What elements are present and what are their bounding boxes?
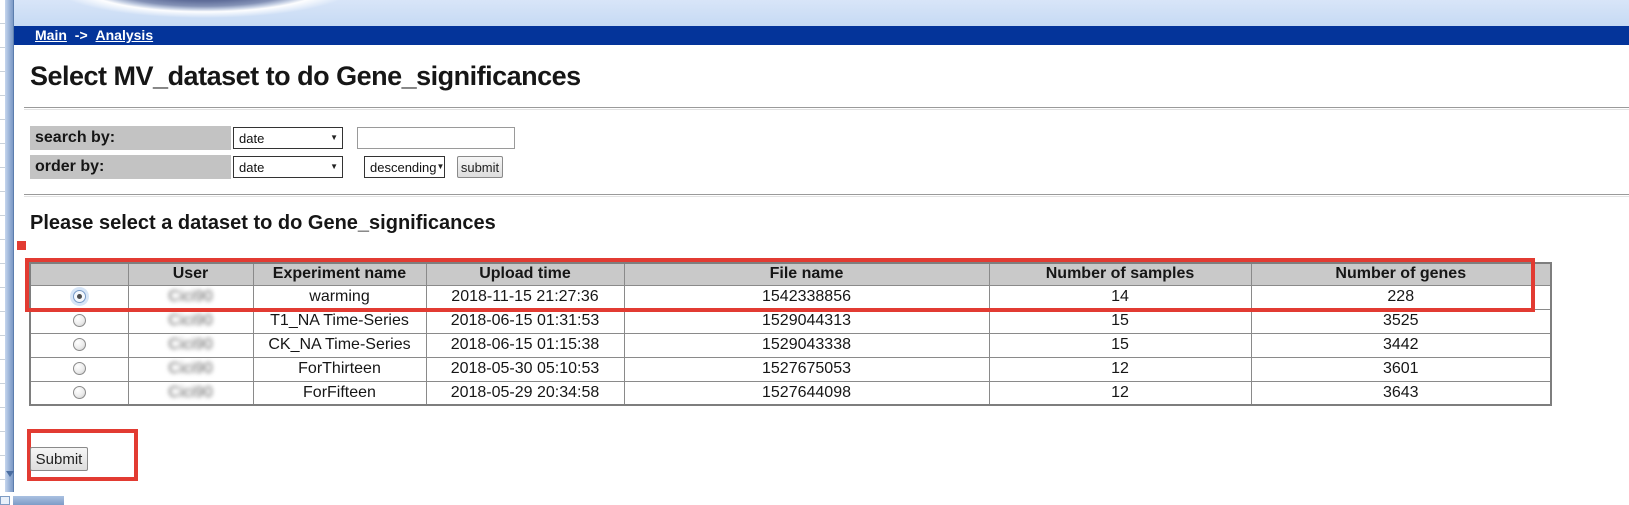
search-input[interactable] <box>357 127 515 149</box>
breadcrumb-link-analysis[interactable]: Analysis <box>95 27 154 43</box>
user-cell: Cici90 <box>168 288 213 305</box>
submit-button[interactable]: Submit <box>30 447 88 471</box>
upload-time-cell: 2018-05-30 05:10:53 <box>425 356 625 382</box>
dataset-row: Cici90 ForFifteen 2018-05-29 20:34:58 15… <box>29 380 1552 406</box>
user-cell: Cici90 <box>168 312 213 329</box>
header-band <box>14 0 1629 26</box>
scroll-down-arrow-icon[interactable] <box>6 471 14 477</box>
red-marker <box>17 241 26 250</box>
user-cell: Cici90 <box>168 360 213 377</box>
num-genes-cell: 3601 <box>1250 356 1552 382</box>
search-by-label: search by: <box>30 126 231 150</box>
user-cell: Cici90 <box>168 383 213 401</box>
order-field-selected-value: date <box>239 159 265 175</box>
num-samples-cell: 14 <box>988 284 1252 310</box>
form-submit-button[interactable]: submit <box>457 156 503 178</box>
upload-time-cell: 2018-06-15 01:15:38 <box>425 332 625 358</box>
dropdown-arrow-icon: ▼ <box>330 133 338 142</box>
experiment-cell: T1_NA Time-Series <box>252 308 427 334</box>
col-header-radio <box>29 262 129 286</box>
order-direction-selected-value: descending <box>370 159 437 175</box>
num-genes-cell: 3525 <box>1250 308 1552 334</box>
num-genes-cell: 228 <box>1250 284 1552 310</box>
dataset-radio[interactable] <box>72 362 86 376</box>
file-name-cell: 1542338856 <box>623 284 990 310</box>
col-header-num-samples: Number of samples <box>988 262 1252 286</box>
file-name-cell: 1527675053 <box>623 356 990 382</box>
divider-top <box>24 107 1629 110</box>
col-header-upload-time: Upload time <box>425 262 625 286</box>
experiment-cell: ForFifteen <box>252 380 427 406</box>
breadcrumb-link-main[interactable]: Main <box>35 27 67 43</box>
search-field-select[interactable]: date ▼ <box>233 127 343 149</box>
dataset-radio[interactable] <box>72 338 86 352</box>
upload-time-cell: 2018-05-29 20:34:58 <box>425 380 625 406</box>
dataset-row: Cici90 warming 2018-11-15 21:27:36 15423… <box>29 284 1552 310</box>
num-genes-cell: 3643 <box>1250 380 1552 406</box>
col-header-experiment: Experiment name <box>252 262 427 286</box>
breadcrumb-separator: -> <box>74 27 88 43</box>
file-name-cell: 1529044313 <box>623 308 990 334</box>
col-header-file-name: File name <box>623 262 990 286</box>
dataset-table: User Experiment name Upload time File na… <box>29 262 1552 406</box>
breadcrumb: Main -> Analysis <box>14 26 1629 45</box>
page-title: Select MV_dataset to do Gene_significanc… <box>30 61 581 91</box>
dataset-radio[interactable] <box>72 386 86 400</box>
background-grid-strip <box>0 0 5 505</box>
order-direction-select[interactable]: descending ▼ <box>364 156 445 178</box>
num-samples-cell: 12 <box>988 380 1252 406</box>
num-samples-cell: 15 <box>988 308 1252 334</box>
col-header-num-genes: Number of genes <box>1250 262 1552 286</box>
dataset-row: Cici90 CK_NA Time-Series 2018-06-15 01:1… <box>29 332 1552 358</box>
experiment-cell: warming <box>252 284 427 310</box>
dropdown-arrow-icon: ▼ <box>436 162 445 171</box>
num-samples-cell: 12 <box>988 356 1252 382</box>
divider-bottom <box>24 194 1629 197</box>
order-by-label: order by: <box>30 155 231 179</box>
file-name-cell: 1527644098 <box>623 380 990 406</box>
dropdown-arrow-icon: ▼ <box>330 162 338 171</box>
dataset-radio[interactable] <box>72 290 86 304</box>
experiment-cell: CK_NA Time-Series <box>252 332 427 358</box>
file-name-cell: 1529043338 <box>623 332 990 358</box>
scrollbar-corner <box>0 496 10 505</box>
dataset-row: Cici90 T1_NA Time-Series 2018-06-15 01:3… <box>29 308 1552 334</box>
order-field-select[interactable]: date ▼ <box>233 156 343 178</box>
user-cell: Cici90 <box>168 336 213 353</box>
num-samples-cell: 15 <box>988 332 1252 358</box>
upload-time-cell: 2018-11-15 21:27:36 <box>425 284 625 310</box>
logo-ellipse <box>54 0 354 18</box>
dataset-radio[interactable] <box>72 314 86 328</box>
horizontal-scrollbar[interactable] <box>13 496 64 505</box>
table-header-row: User Experiment name Upload time File na… <box>29 262 1552 286</box>
section-heading: Please select a dataset to do Gene_signi… <box>30 212 496 234</box>
col-header-user: User <box>127 262 254 286</box>
vertical-scrollbar[interactable] <box>5 0 14 492</box>
experiment-cell: ForThirteen <box>252 356 427 382</box>
dataset-row: Cici90 ForThirteen 2018-05-30 05:10:53 1… <box>29 356 1552 382</box>
num-genes-cell: 3442 <box>1250 332 1552 358</box>
upload-time-cell: 2018-06-15 01:31:53 <box>425 308 625 334</box>
search-field-selected-value: date <box>239 130 265 146</box>
